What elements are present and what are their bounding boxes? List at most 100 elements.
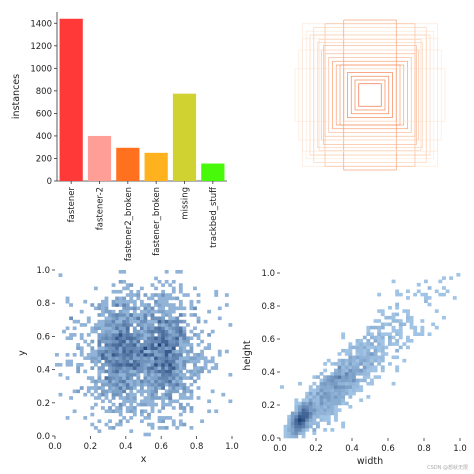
heat-cell (118, 353, 123, 357)
heat-cell (200, 353, 204, 357)
heat-cell (104, 356, 109, 360)
heat-cell (93, 359, 98, 364)
heat-cell (76, 362, 81, 367)
heat-cell (427, 286, 432, 290)
heat-cell (164, 376, 169, 380)
heat-cell (344, 381, 349, 386)
heat-cell (129, 399, 134, 404)
heat-cell (359, 372, 364, 376)
heat-cell (301, 408, 306, 412)
y-axis-label: instances (11, 74, 22, 119)
heat-cell (111, 396, 116, 400)
heat-cell (330, 428, 335, 432)
heat-cell (143, 333, 148, 337)
heat-cell (139, 412, 144, 417)
heat-cell (164, 382, 169, 387)
heat-cell (168, 339, 173, 344)
heat-cell (125, 286, 130, 291)
heat-cell (294, 405, 299, 409)
heat-cell (178, 349, 183, 354)
heat-cell (90, 406, 95, 410)
heat-cell (217, 306, 222, 311)
heat-cell (125, 376, 130, 380)
heat-cell (323, 411, 328, 416)
heat-cell (420, 332, 425, 336)
heat-cell (168, 333, 173, 337)
heat-cell (308, 405, 313, 409)
heat-cell (337, 378, 342, 383)
heat-cell (164, 379, 169, 384)
heat-cell (175, 376, 180, 380)
heat-cell (326, 375, 331, 379)
heat-cell (398, 325, 403, 330)
heat-cell (164, 402, 169, 407)
heat-cell (79, 362, 84, 367)
heat-cell (118, 336, 123, 341)
heat-cell (189, 336, 194, 341)
heat-cell (122, 339, 127, 344)
heat-cell (111, 326, 116, 331)
heat-cell (420, 325, 425, 330)
heat-cell (326, 358, 331, 363)
heat-cell (171, 389, 176, 394)
heat-cell (178, 366, 183, 370)
heat-cell (97, 303, 102, 307)
heat-cell (111, 362, 116, 367)
bounding-box (323, 45, 417, 145)
heat-cell (326, 391, 331, 396)
heat-cell (125, 366, 130, 370)
heat-cell (301, 414, 306, 419)
heat-cell (132, 303, 137, 307)
heat-cell (150, 369, 155, 374)
heat-cell (164, 299, 169, 304)
heat-cell (171, 353, 176, 357)
heat-cell (341, 401, 346, 406)
y-tick-label: 0.4 (261, 368, 275, 378)
heat-cell (150, 283, 155, 287)
heat-cell (334, 385, 338, 389)
heat-cell (150, 409, 155, 414)
heat-cell (115, 313, 120, 317)
heat-cell (171, 346, 176, 350)
heat-cell (319, 411, 324, 416)
heat-cell (178, 369, 183, 374)
heat-cell (319, 414, 324, 419)
heat-cell (125, 333, 130, 337)
heat-cell (189, 409, 194, 414)
y-axis-label: height (242, 340, 253, 371)
heat-cell (171, 362, 176, 367)
heat-cell (182, 349, 187, 354)
heat-cell (196, 299, 201, 304)
heat-cell (193, 379, 197, 384)
heat-cell (97, 343, 102, 347)
heat-cell (409, 319, 414, 323)
heat-cell (171, 369, 176, 374)
heat-cell (132, 406, 137, 410)
heat-cell (154, 309, 158, 314)
heat-cell (154, 356, 158, 360)
heat-cell (171, 356, 176, 360)
heat-cell (122, 386, 127, 390)
heat-cell (154, 299, 158, 304)
heat-cell (161, 392, 166, 397)
heat-cell (290, 418, 295, 422)
heat-cell (319, 398, 324, 402)
heat-cell (118, 396, 123, 400)
heat-cell (168, 379, 173, 384)
heat-cell (115, 339, 120, 344)
heat-cell (175, 369, 180, 374)
heat-cell (111, 316, 116, 321)
heat-cell (395, 289, 400, 294)
heat-cell (168, 323, 173, 327)
heat-cell (337, 365, 342, 369)
y-tick-label: 600 (36, 109, 52, 119)
heat-cell (323, 375, 328, 379)
heat-cell (108, 333, 112, 337)
heat-cell (388, 335, 392, 340)
heat-cell (175, 386, 180, 390)
heat-cell (108, 336, 112, 341)
heat-cell (308, 398, 313, 402)
heat-cell (122, 362, 127, 367)
heat-cell (157, 299, 162, 304)
